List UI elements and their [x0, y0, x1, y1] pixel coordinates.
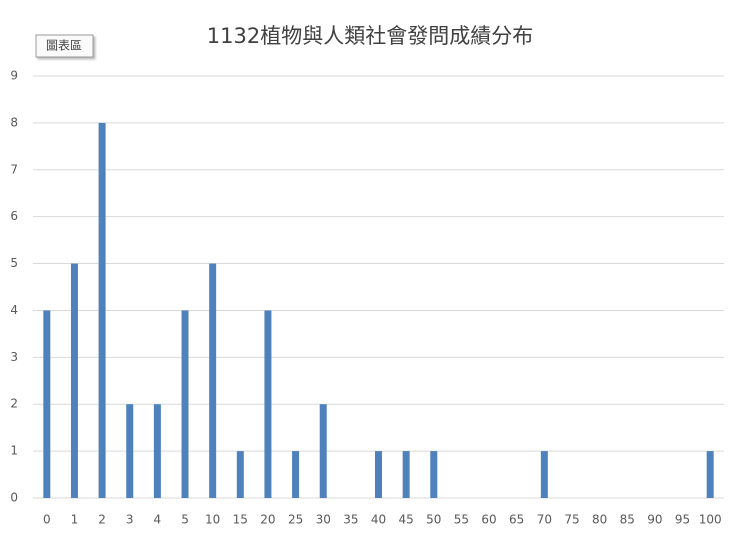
x-tick-label: 5: [181, 513, 189, 527]
x-tick-label: 0: [43, 513, 51, 527]
y-tick-label: 6: [10, 209, 18, 223]
x-tick-label: 50: [426, 513, 441, 527]
x-tick-label: 75: [564, 513, 579, 527]
x-tick-label: 1: [71, 513, 79, 527]
bar: [126, 404, 134, 498]
bar: [153, 404, 161, 498]
bar: [540, 451, 548, 498]
bar: [319, 404, 327, 498]
x-tick-label: 80: [592, 513, 607, 527]
x-tick-label: 3: [126, 513, 134, 527]
x-tick-label: 90: [647, 513, 662, 527]
x-tick-label: 35: [343, 513, 358, 527]
x-tick-label: 30: [316, 513, 331, 527]
x-tick-label: 25: [288, 513, 303, 527]
bar: [209, 263, 217, 498]
bar: [181, 310, 189, 498]
y-tick-label: 2: [10, 397, 18, 411]
bar: [236, 451, 244, 498]
y-tick-label: 0: [10, 491, 18, 505]
x-tick-label: 95: [675, 513, 690, 527]
bar: [430, 451, 438, 498]
y-tick-label: 1: [10, 444, 18, 458]
y-tick-label: 5: [10, 256, 18, 270]
x-tick-label: 20: [260, 513, 275, 527]
y-tick-label: 4: [10, 303, 18, 317]
x-tick-label: 60: [481, 513, 496, 527]
bar: [70, 263, 78, 498]
bar: [98, 122, 106, 498]
x-tick-label: 2: [98, 513, 106, 527]
x-tick-label: 15: [233, 513, 248, 527]
x-tick-label: 65: [509, 513, 524, 527]
x-tick-label: 55: [454, 513, 469, 527]
bar: [706, 451, 714, 498]
x-tick-label: 40: [371, 513, 386, 527]
bar: [402, 451, 410, 498]
bar: [375, 451, 382, 498]
bar: [292, 451, 300, 498]
y-tick-label: 9: [10, 69, 18, 83]
y-tick-label: 8: [10, 115, 18, 129]
chart-title: 1132植物與人類社會發問成績分布: [207, 24, 533, 48]
tooltip-box: [35, 34, 94, 58]
bar: [264, 310, 272, 498]
y-tick-label: 7: [10, 162, 18, 176]
tooltip: 圖表區: [46, 39, 82, 53]
x-tick-label: 70: [537, 513, 552, 527]
x-tick-label: 4: [154, 513, 162, 527]
bar: [43, 310, 51, 498]
y-tick-label: 3: [10, 350, 18, 364]
x-tick-label: 85: [620, 513, 635, 527]
x-tick-label: 100: [699, 513, 722, 527]
x-tick-label: 10: [205, 513, 220, 527]
x-tick-label: 45: [398, 513, 413, 527]
